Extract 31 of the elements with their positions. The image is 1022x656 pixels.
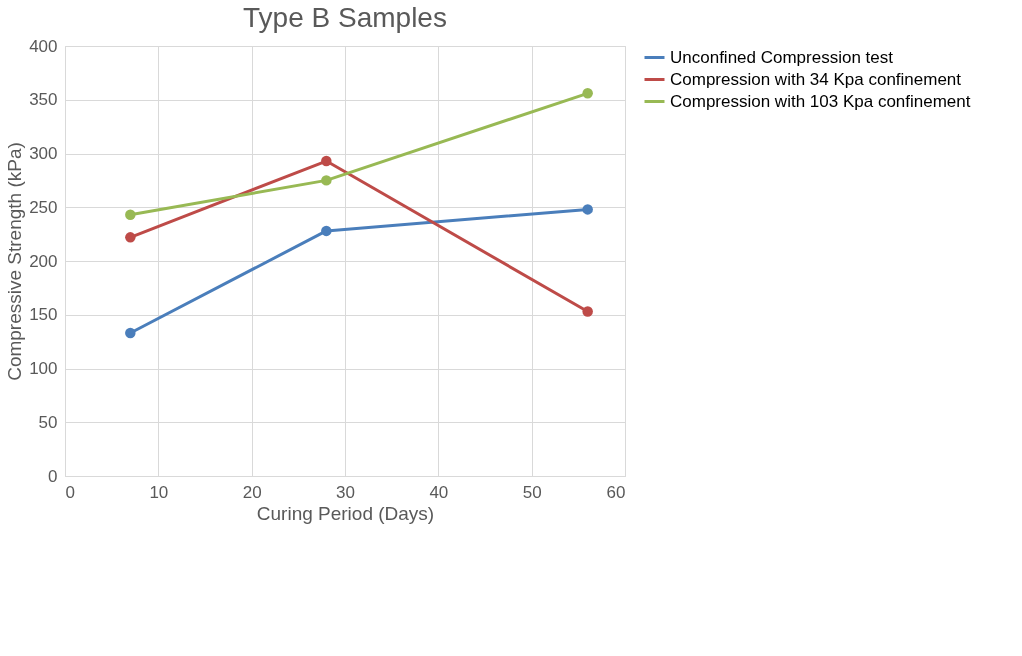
point — [582, 204, 593, 215]
y-tick-label: 100 — [29, 359, 58, 378]
legend-label: Compression with 34 Kpa confinement — [670, 69, 962, 89]
y-axis-title: Compressive Strength (kPa) — [4, 142, 26, 381]
point — [321, 175, 332, 186]
y-tick-label: 300 — [29, 144, 58, 163]
legend-label: Compression with 103 Kpa confinement — [670, 91, 971, 111]
x-tick-label: 50 — [522, 482, 542, 502]
point — [125, 209, 136, 221]
x-tick-label: 40 — [429, 482, 449, 502]
x-tick-label: 0 — [65, 482, 75, 502]
y-tick-label: 400 — [29, 36, 58, 56]
y-tick-label: 0 — [48, 466, 58, 486]
point — [125, 232, 136, 243]
x-tick-label: 10 — [149, 482, 169, 502]
point — [582, 306, 593, 317]
x-tick-label: 30 — [336, 482, 355, 502]
point — [125, 327, 136, 339]
y-tick-label: 200 — [29, 251, 58, 271]
y-tick-label: 50 — [38, 412, 58, 432]
point — [321, 225, 332, 237]
x-tick-label: 60 — [606, 482, 626, 502]
y-tick-label: 250 — [29, 197, 58, 217]
chart-title: Type B Samples — [243, 2, 447, 33]
legend-label: Unconfined Compression test — [670, 47, 894, 67]
y-tick-label: 350 — [29, 90, 58, 110]
point — [321, 155, 332, 167]
y-tick-label: 150 — [29, 305, 58, 325]
point — [582, 88, 593, 99]
x-tick-label: 20 — [242, 482, 262, 502]
x-axis-title: Curing Period (Days) — [256, 502, 435, 524]
